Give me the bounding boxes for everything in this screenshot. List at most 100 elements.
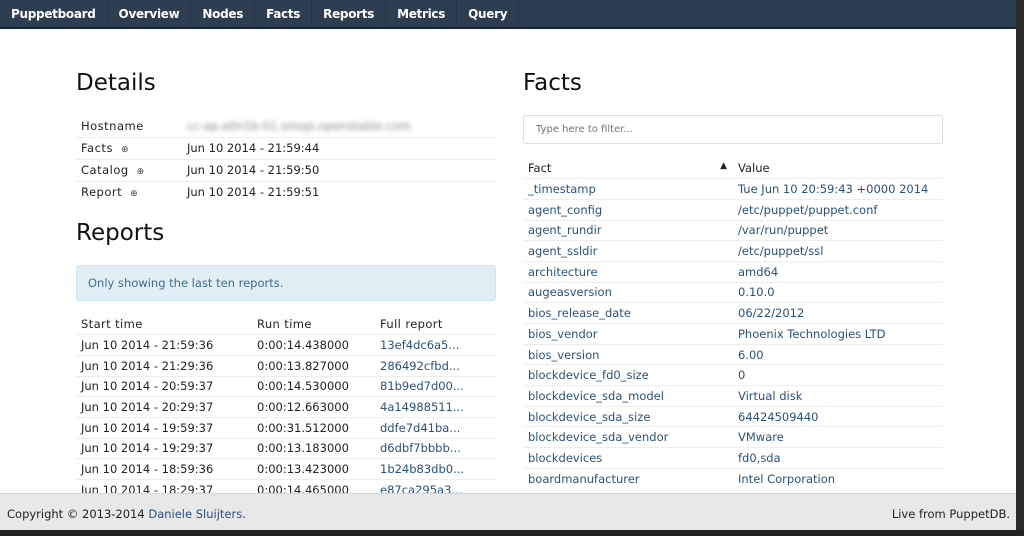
nav-item-facts[interactable]: Facts (255, 0, 313, 27)
fact-value-link[interactable]: amd64 (733, 260, 943, 283)
fact-value-link[interactable]: Tue Jun 10 20:59:43 +0000 2014 (733, 178, 943, 200)
report-row: Jun 10 2014 - 19:29:37 0:00:13.183000 d6db… (76, 437, 496, 459)
author-link[interactable]: Daniele Sluijters (148, 507, 243, 521)
circle-arrow-up-icon[interactable]: ⊕ (130, 189, 139, 200)
fact-value-link[interactable]: 6.00 (733, 343, 943, 365)
fact-row: architecture amd64 (523, 260, 943, 283)
report-link[interactable]: d6dbf7bbbb... (375, 437, 496, 459)
details-table: Hostname cc-ap-a0n1b-01.sinopi.openstable… (76, 115, 496, 203)
report-row: Jun 10 2014 - 21:29:36 0:00:13.827000 2864… (76, 354, 496, 377)
circle-arrow-up-icon[interactable]: ⊕ (136, 167, 145, 177)
fact-header[interactable]: Fact ▲ (523, 158, 733, 179)
fact-row: blockdevice_sda_vendor VMware (523, 426, 943, 448)
fact-value-link[interactable]: /etc/puppet/puppet.conf (733, 198, 943, 221)
report-link[interactable]: 1b24b83db0... (375, 458, 496, 480)
facts-filter-input[interactable] (523, 115, 943, 144)
fact-name-link[interactable]: _timestamp (523, 178, 733, 200)
details-row: Catalog ⊕ Jun 10 2014 - 21:59:50 (76, 158, 496, 181)
fact-name-link[interactable]: blockdevice_sda_size (523, 405, 733, 427)
nav-item-overview[interactable]: Overview (108, 0, 192, 27)
fact-row: boardmanufacturer Intel Corporation (523, 467, 943, 489)
period: . (242, 507, 246, 521)
fact-value-link[interactable]: Virtual disk (733, 385, 943, 407)
reports-header-row: Start time Run time Full report (76, 314, 496, 335)
report-link[interactable]: 81b9ed7d00... (375, 375, 496, 397)
fact-name-link[interactable]: agent_rundir (523, 219, 733, 241)
details-row: Hostname cc-ap-a0n1b-01.sinopi.openstable… (76, 115, 496, 137)
fact-name-link[interactable]: blockdevice_sda_vendor (523, 426, 733, 448)
details-title: Details (76, 70, 156, 96)
fact-name-link[interactable]: bios_version (523, 343, 733, 365)
fact-value-link[interactable]: Phoenix Technologies LTD (733, 323, 943, 345)
fact-value-link[interactable]: fd0,sda (733, 447, 943, 469)
reports-title: Reports (76, 220, 165, 246)
fact-row: bios_vendor Phoenix Technologies LTD (523, 323, 943, 345)
fact-value-link[interactable]: Intel Corporation (733, 467, 943, 489)
fact-row: agent_ssldir/etc/puppet/ssl (523, 240, 943, 262)
details-value: Jun 10 2014 - 21:59:50 (182, 158, 496, 181)
label-text: Report (81, 185, 123, 200)
report-start-time: Jun 10 2014 - 18:29:37 (76, 479, 252, 493)
fact-name-link[interactable]: bios_release_date (523, 302, 733, 324)
report-start-time: Jun 10 2014 - 21:59:36 (76, 334, 252, 356)
reports-table: Start time Run time Full report Jun 10 2014… (76, 314, 496, 493)
report-run-time: 0:00:13.827000 (252, 354, 375, 377)
details-value: cc-ap-a0n1b-01.sinopi.openstable.com (187, 118, 411, 133)
fact-name-link[interactable]: agent_ssldir (523, 240, 733, 262)
live-text: Live from PuppetDB. (891, 507, 1010, 521)
report-run-time: 0:00:13.423000 (252, 458, 375, 480)
fact-name-link[interactable]: blockdevices (523, 447, 733, 469)
fact-row: blockdevice_fd0_size 0 (523, 364, 943, 386)
fact-value-link[interactable]: /var/run/puppet (733, 219, 943, 241)
fact-value-link[interactable]: /etc/puppet/ssl (733, 240, 943, 262)
report-link[interactable]: ddfe7d41ba... (375, 416, 496, 439)
reports-header[interactable]: Full report (380, 317, 443, 332)
fact-row: blockdevice_sda_model Virtual disk (523, 385, 943, 407)
report-link[interactable]: 286492cfbd... (375, 354, 496, 377)
fact-value-link[interactable]: 06/22/2012 (733, 302, 943, 324)
nav-item-nodes[interactable]: Nodes (191, 0, 256, 27)
report-run-time: 0:00:14.465000 (252, 479, 375, 493)
report-row: Jun 10 2014 - 20:59:37 0:00:14.530000 81b9… (76, 375, 496, 397)
fact-name-link[interactable]: augeasversion (523, 281, 733, 303)
fact-value-link[interactable]: 0 (733, 364, 943, 386)
details-row: Facts ⊕ Jun 10 2014 - 21:59:44 (76, 136, 496, 159)
fact-name-link[interactable]: blockdevice_fd0_size (523, 364, 733, 386)
nav-item-reports[interactable]: Reports (312, 0, 387, 27)
fact-row: blockdevice_sda_size 64424509440 (523, 405, 943, 427)
sort-ascending-icon[interactable]: ▲ (720, 161, 727, 172)
fact-row: _timestamp Tue Jun 10 20:59:43 +0000 2014 (523, 178, 943, 200)
details-value: Jun 10 2014 - 21:59:44 (182, 136, 496, 159)
facts-table: Fact ▲ Value _timestamp Tue Jun 10 20:59:43 … (523, 158, 943, 493)
value-header[interactable]: Value (738, 161, 770, 176)
fact-value-link[interactable]: 0.10.0 (733, 281, 943, 303)
fact-name-link[interactable]: blockdevice_sda_model (523, 385, 733, 407)
report-link[interactable]: 13ef4dc6a5... (375, 334, 496, 356)
fact-value-link[interactable]: 64424509440 (733, 405, 943, 427)
fact-name-link[interactable]: bios_vendor (523, 323, 733, 345)
reports-header[interactable]: Run time (257, 317, 312, 332)
facts-title: Facts (523, 70, 582, 96)
fact-value-link[interactable]: VMware (733, 426, 943, 448)
reports-header[interactable]: Start time (81, 317, 143, 332)
report-link[interactable]: 4a14988511... (375, 396, 496, 418)
circle-arrow-up-icon[interactable]: ⊕ (120, 145, 129, 155)
fact-name-link[interactable]: agent_config (523, 198, 733, 221)
navbar: Puppetboard Overview Nodes Facts Reports Metr… (0, 0, 1016, 29)
report-start-time: Jun 10 2014 - 20:29:37 (76, 396, 252, 418)
details-label: Hostname (76, 115, 182, 137)
fact-row: augeasversion 0.10.0 (523, 281, 943, 303)
nav-item-metrics[interactable]: Metrics (386, 0, 458, 27)
report-link[interactable]: e87ca295a3... (375, 479, 496, 493)
report-run-time: 0:00:13.183000 (252, 437, 375, 459)
report-start-time: Jun 10 2014 - 19:59:37 (76, 416, 252, 439)
fact-name-link[interactable]: architecture (523, 260, 733, 283)
fact-row: agent_rundir/var/run/puppet (523, 219, 943, 241)
fact-name-link[interactable]: boardmanufacturer (523, 467, 733, 489)
nav-item-puppetboard[interactable]: Puppetboard (0, 0, 108, 27)
report-run-time: 0:00:14.438000 (252, 334, 375, 356)
nav-item-query[interactable]: Query (457, 0, 520, 27)
fact-row: bios_version 6.00 (523, 343, 943, 365)
details-row: Report ⊕ Jun 10 2014 - 21:59:51 (76, 180, 496, 203)
fact-header-label: Fact (528, 161, 552, 176)
